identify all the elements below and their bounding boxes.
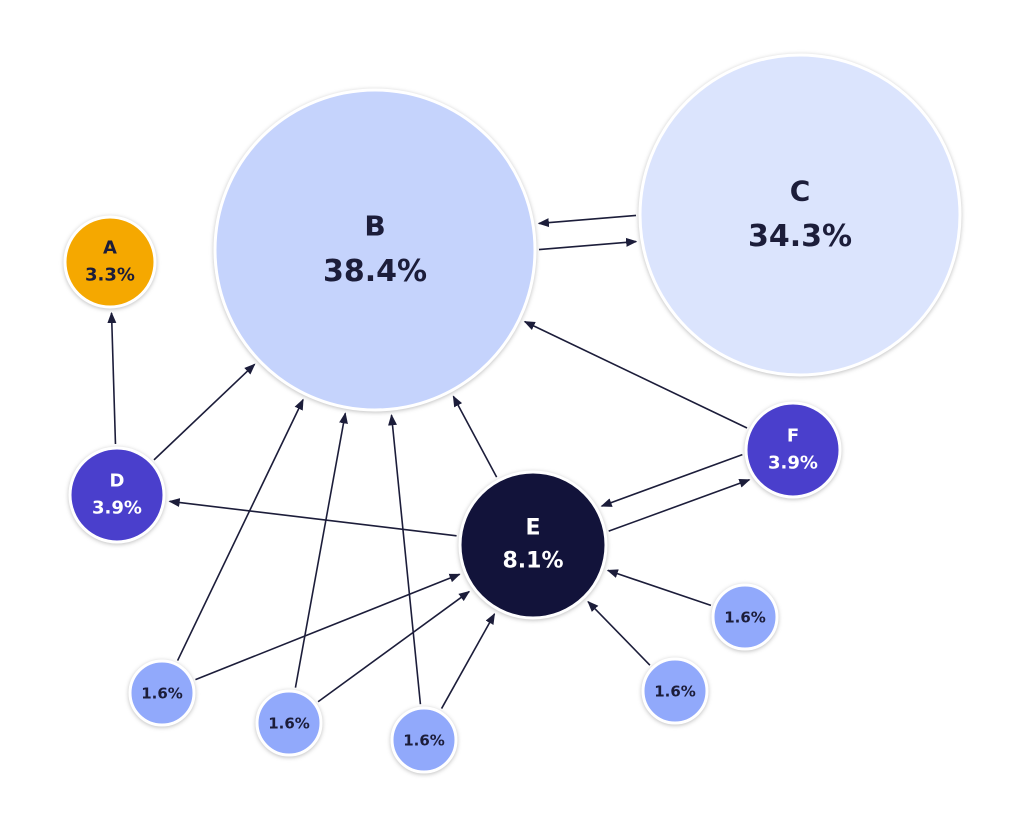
node-value: 1.6% <box>654 683 696 701</box>
node-value: 1.6% <box>724 609 766 627</box>
edges <box>107 214 751 709</box>
node: D 3.9% <box>68 446 166 544</box>
node: E 8.1% <box>458 470 608 620</box>
node: B 38.4% <box>213 88 537 412</box>
edge-arrow <box>195 573 461 681</box>
edge-arrow <box>587 600 651 666</box>
node-value: 38.4% <box>323 254 427 289</box>
node-value: 3.9% <box>92 498 142 519</box>
node-value: 3.3% <box>85 265 135 286</box>
node-value: 3.9% <box>768 453 818 474</box>
edge-arrow <box>153 363 256 461</box>
node-circle <box>63 215 157 309</box>
node-circle <box>68 446 166 544</box>
node: 1.6% <box>390 706 458 774</box>
node-value: 8.1% <box>502 549 563 574</box>
node-circle <box>390 706 458 774</box>
node: 1.6% <box>711 583 779 651</box>
edge-arrow <box>523 320 748 429</box>
node: F 3.9% <box>744 401 842 499</box>
edge-arrow <box>608 479 751 532</box>
node-circle <box>213 88 537 412</box>
node-label: A <box>103 238 117 259</box>
edge-arrow <box>388 414 422 705</box>
edge-arrow <box>538 237 638 251</box>
edge-arrow <box>452 395 498 478</box>
node-label: E <box>525 516 540 541</box>
edge-arrow <box>294 412 348 688</box>
node-label: D <box>110 471 125 492</box>
node: C 34.3% <box>638 53 962 377</box>
node-label: B <box>364 210 385 243</box>
edge-arrow <box>606 569 712 607</box>
node-circle <box>744 401 842 499</box>
node: 1.6% <box>641 657 709 725</box>
node-circle <box>458 470 608 620</box>
edge-arrow <box>168 498 457 537</box>
edge-arrow <box>176 398 304 661</box>
node: 1.6% <box>128 659 196 727</box>
node-label: C <box>790 175 811 208</box>
node-circle <box>255 689 323 757</box>
node-circle <box>641 657 709 725</box>
node-circle <box>711 583 779 651</box>
node-value: 1.6% <box>268 715 310 733</box>
edge-arrow <box>107 311 117 445</box>
node-value: 34.3% <box>748 219 852 254</box>
edge-arrow <box>537 214 637 228</box>
edge-arrow <box>600 453 743 507</box>
edge-arrow <box>317 590 471 703</box>
node: A 3.3% <box>63 215 157 309</box>
node: 1.6% <box>255 689 323 757</box>
node-value: 1.6% <box>403 732 445 750</box>
node-circle <box>638 53 962 377</box>
edge-arrow <box>440 612 496 709</box>
node-circle <box>128 659 196 727</box>
node-label: F <box>787 426 799 447</box>
nodes: A 3.3% B 38.4% C 34.3% D 3.9% E 8.1% F 3.9% 1.6% 1.6%… <box>63 53 962 774</box>
node-value: 1.6% <box>141 685 183 703</box>
